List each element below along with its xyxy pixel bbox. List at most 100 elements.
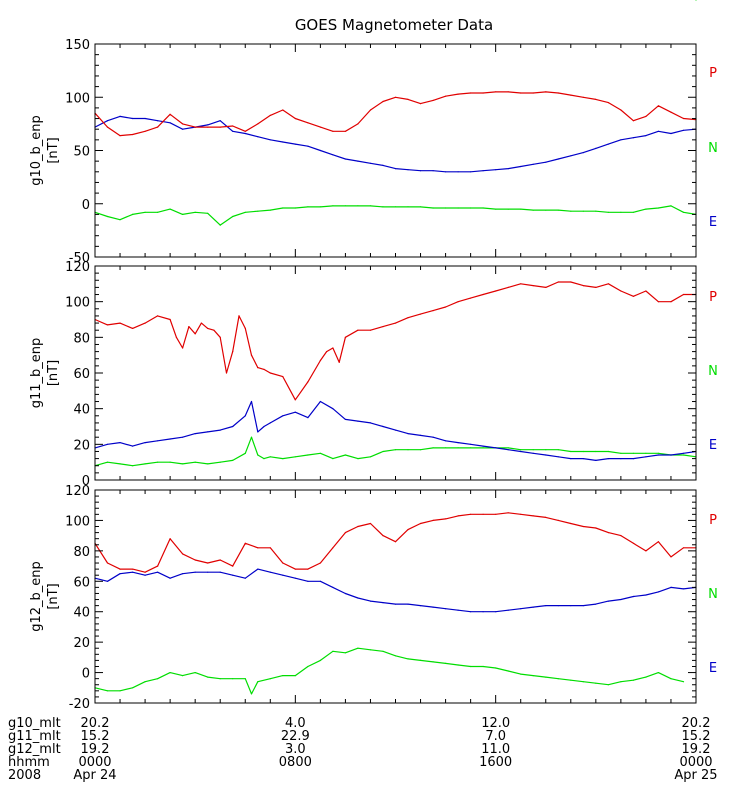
- data-point-n: [244, 678, 246, 680]
- data-point-p: [445, 306, 447, 308]
- data-point-p: [106, 126, 109, 128]
- data-point-n: [620, 681, 622, 683]
- data-point-p: [432, 99, 434, 101]
- data-point-e: [394, 168, 397, 170]
- data-point-p: [175, 336, 177, 338]
- data-point-p: [307, 381, 309, 383]
- x-row-value: 22.9: [281, 729, 310, 744]
- data-point-e: [457, 171, 459, 173]
- data-point-e: [407, 603, 409, 605]
- data-point-p: [344, 336, 346, 338]
- data-point-e: [445, 608, 447, 610]
- data-point-p: [194, 333, 196, 335]
- data-point-p: [263, 368, 265, 370]
- data-point-e: [194, 571, 196, 573]
- data-point-p: [144, 571, 146, 573]
- data-point-n: [445, 662, 447, 665]
- data-point-n: [182, 463, 184, 465]
- x-row-value: 0000: [78, 755, 111, 770]
- data-point-n: [182, 213, 184, 215]
- data-point-p: [238, 315, 240, 317]
- data-point-n: [207, 676, 209, 678]
- data-point-e: [507, 609, 509, 611]
- data-point-n: [207, 463, 209, 465]
- data-point-p: [106, 324, 109, 326]
- data-point-e: [620, 139, 622, 141]
- data-point-p: [182, 347, 184, 349]
- data-point-n: [194, 461, 196, 463]
- data-point-p: [520, 92, 522, 94]
- data-point-e: [106, 120, 109, 122]
- data-point-p: [545, 286, 547, 288]
- data-point-n: [670, 205, 672, 207]
- data-point-p: [407, 529, 409, 531]
- data-point-e: [119, 573, 121, 575]
- data-point-n: [595, 210, 597, 212]
- data-point-e: [520, 165, 522, 168]
- data-point-p: [545, 516, 547, 519]
- data-point-p: [632, 295, 635, 297]
- data-point-n: [282, 458, 284, 460]
- data-point-n: [119, 219, 121, 221]
- data-point-e: [282, 415, 284, 417]
- data-point-p: [182, 553, 184, 555]
- y-axis-label: g12_b_enp: [29, 561, 44, 632]
- data-point-p: [338, 361, 340, 363]
- data-point-p: [244, 130, 246, 132]
- data-point-n: [482, 665, 484, 668]
- data-point-p: [520, 513, 522, 515]
- data-point-p: [532, 285, 534, 287]
- data-point-e: [470, 611, 472, 613]
- data-point-n: [132, 687, 134, 689]
- data-point-e: [457, 442, 459, 444]
- data-point-e: [382, 164, 384, 166]
- data-point-p: [545, 91, 547, 93]
- data-point-p: [357, 525, 359, 528]
- data-point-p: [407, 98, 409, 100]
- data-point-e: [244, 132, 246, 135]
- x-row-value: 0000: [679, 755, 712, 770]
- data-point-p: [570, 281, 572, 283]
- data-point-p: [482, 513, 484, 515]
- data-point-e: [219, 429, 221, 431]
- data-point-n: [332, 458, 334, 460]
- x-row-label: g11_mlt: [8, 729, 61, 744]
- data-point-e: [632, 458, 635, 460]
- x-row-value: 0800: [279, 755, 312, 770]
- data-point-n: [319, 452, 321, 454]
- data-point-e: [645, 594, 647, 596]
- data-point-p: [357, 123, 359, 125]
- panel-2: 0 20 40 60 80 100 120 g11_b_enp [nT] P N E: [29, 260, 718, 489]
- data-point-n: [532, 449, 534, 451]
- data-point-p: [495, 91, 497, 93]
- data-point-n: [595, 450, 597, 453]
- y-tick-label: 20: [73, 636, 90, 651]
- data-point-e: [682, 588, 685, 590]
- data-point-e: [106, 443, 109, 445]
- data-point-e: [394, 603, 397, 605]
- data-point-p: [169, 318, 171, 321]
- data-point-n: [520, 449, 522, 451]
- x-row-value: 20.2: [81, 716, 110, 731]
- x-row-value: Apr 25: [674, 768, 717, 783]
- data-point-n: [657, 207, 660, 209]
- data-point-n: [445, 447, 447, 449]
- data-point-e: [369, 162, 372, 164]
- data-point-p: [620, 109, 622, 111]
- y-axis-unit: [nT]: [46, 583, 61, 609]
- data-point-n: [445, 207, 447, 209]
- data-point-n: [357, 205, 359, 207]
- data-point-e: [482, 445, 484, 447]
- data-point-n: [457, 664, 459, 666]
- data-point-p: [394, 96, 397, 98]
- data-point-n: [432, 447, 434, 449]
- data-point-e: [157, 571, 159, 573]
- data-point-p: [445, 518, 447, 520]
- data-point-p: [213, 329, 215, 331]
- data-point-n: [470, 665, 472, 668]
- data-point-p: [657, 301, 660, 303]
- data-point-p: [257, 547, 259, 549]
- data-point-n: [244, 211, 246, 213]
